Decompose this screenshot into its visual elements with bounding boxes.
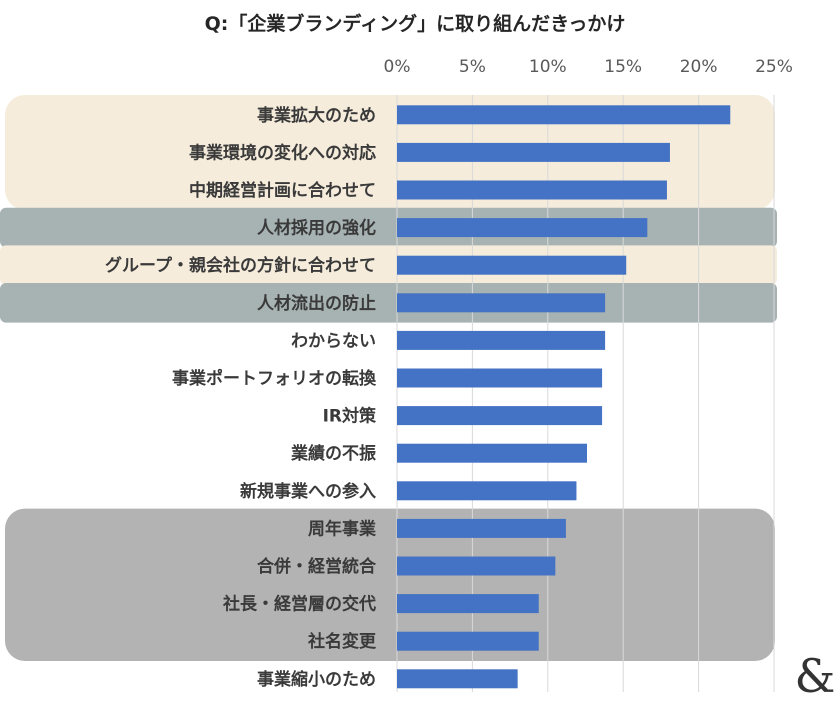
category-label: IR対策 (323, 406, 377, 427)
brand-logo: & (795, 649, 836, 703)
bar (397, 406, 603, 426)
bar (397, 481, 577, 501)
category-label: 中期経営計画に合わせて (189, 180, 376, 201)
category-label: 事業拡大のため (257, 105, 376, 126)
bar (397, 218, 648, 238)
category-label: 事業縮小のため (257, 669, 376, 690)
x-tick-labels: 0% 5% 10% 15% 20% 25% (384, 57, 793, 77)
highlight-bands (0, 95, 777, 661)
bar (397, 556, 556, 576)
bar (397, 669, 518, 689)
bar (397, 180, 667, 200)
bar (397, 105, 731, 125)
x-tick-label: 20% (680, 57, 718, 77)
x-tick-label: 0% (384, 57, 411, 77)
bar (397, 368, 603, 388)
x-tick-label: 5% (459, 57, 486, 77)
highlight-band (0, 245, 777, 285)
category-label: 周年事業 (308, 518, 376, 539)
category-label: グループ・親会社の方針に合わせて (105, 255, 376, 276)
category-label: 事業ポートフォリオの転換 (172, 368, 377, 389)
bar (397, 142, 670, 162)
category-label: 人材流出の防止 (257, 293, 376, 314)
category-label: 業績の不振 (291, 443, 376, 464)
x-tick-label: 25% (755, 57, 793, 77)
bar (397, 518, 566, 538)
category-label: 合併・経営統合 (257, 556, 377, 577)
highlight-band (0, 207, 777, 248)
category-label: 社長・経営層の交代 (222, 594, 376, 615)
bar (397, 293, 606, 313)
bar (397, 631, 539, 651)
category-labels: 事業拡大のため事業環境の変化への対応中期経営計画に合わせて人材採用の強化グループ… (105, 105, 377, 690)
bar (397, 330, 606, 350)
category-label: 事業環境の変化への対応 (189, 142, 376, 163)
highlight-band (5, 508, 775, 661)
x-tick-label: 10% (529, 57, 567, 77)
bar (397, 594, 539, 614)
category-label: 新規事業への参入 (240, 481, 376, 502)
bar (397, 255, 627, 275)
category-label: 人材採用の強化 (257, 218, 376, 239)
category-label: わからない (291, 331, 376, 351)
x-tick-label: 15% (604, 57, 642, 77)
bars (397, 105, 731, 689)
category-label: 社名変更 (307, 631, 377, 652)
highlight-band (0, 283, 777, 323)
bar (397, 443, 588, 463)
chart-title: Q:「企業ブランディング」に取り組んだきっかけ (205, 12, 626, 35)
